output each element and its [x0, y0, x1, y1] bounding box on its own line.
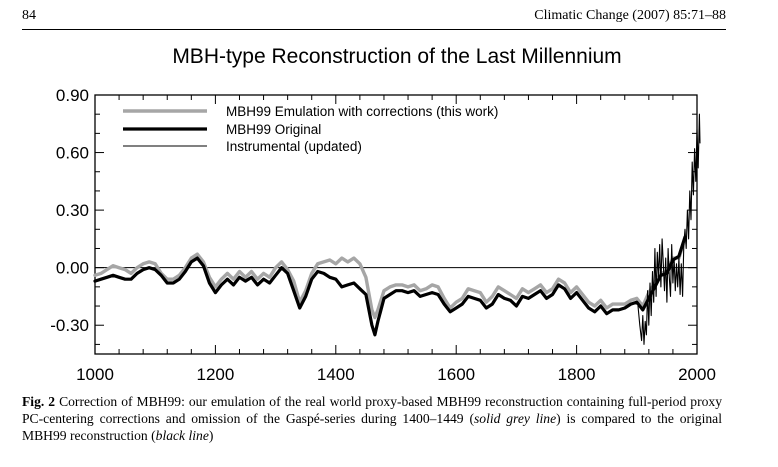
- x-tick-label: 1000: [76, 365, 114, 384]
- y-tick-label: 0.90: [56, 86, 89, 105]
- caption-text-2: ) is compared to the original MBH99 reco…: [22, 411, 722, 443]
- caption-italic-1: solid grey line: [473, 411, 557, 426]
- journal-reference: Climatic Change (2007) 85:71–88: [534, 8, 726, 23]
- page-number: 84: [22, 8, 36, 23]
- series-line-original: [93, 235, 687, 337]
- axis-tick-labels: 1000 1200 1400 1600 1800 2000 0.90 0.60 0.30 0.00…: [50, 86, 716, 384]
- legend-label: Instrumental (updated): [226, 139, 362, 154]
- series-line-instrumental: [637, 113, 701, 345]
- header-rule: [22, 29, 726, 30]
- chart-title: MBH-type Reconstruction of the Last Mill…: [172, 45, 621, 68]
- plot-frame: [94, 94, 698, 355]
- chart: MBH-type Reconstruction of the Last Mill…: [50, 45, 716, 384]
- y-tick-label: 0.60: [56, 144, 89, 163]
- x-tick-label: 1200: [196, 365, 234, 384]
- series-line-emulation: [93, 237, 687, 320]
- legend-item-original: MBH99 Original: [123, 122, 321, 137]
- legend-label: MBH99 Emulation with corrections (this w…: [226, 104, 498, 119]
- series-layer: [93, 113, 701, 345]
- page-header: 84 Climatic Change (2007) 85:71–88: [0, 0, 778, 30]
- caption-text-3: ): [208, 428, 214, 443]
- caption-italic-2: black line: [155, 428, 209, 443]
- figure: MBH-type Reconstruction of the Last Mill…: [0, 36, 778, 391]
- y-tick-label: -0.30: [50, 316, 89, 335]
- legend: MBH99 Emulation with corrections (this w…: [123, 104, 498, 154]
- x-tick-label: 1600: [437, 365, 475, 384]
- figure-caption: Fig. 2 Correction of MBH99: our emulatio…: [22, 393, 722, 444]
- x-tick-label: 2000: [678, 365, 716, 384]
- caption-label: Fig. 2: [22, 394, 56, 409]
- x-tick-label: 1400: [317, 365, 355, 384]
- legend-label: MBH99 Original: [226, 122, 321, 137]
- x-tick-label: 1800: [558, 365, 596, 384]
- axis-ticks: [94, 94, 698, 354]
- legend-item-instrumental: Instrumental (updated): [123, 139, 362, 154]
- y-tick-label: 0.30: [56, 201, 89, 220]
- legend-item-emulation: MBH99 Emulation with corrections (this w…: [123, 104, 498, 119]
- y-tick-label: 0.00: [56, 259, 89, 278]
- plot-border: [94, 94, 698, 355]
- caption-text-1: Correction of MBH99: our emulation of th…: [22, 394, 722, 426]
